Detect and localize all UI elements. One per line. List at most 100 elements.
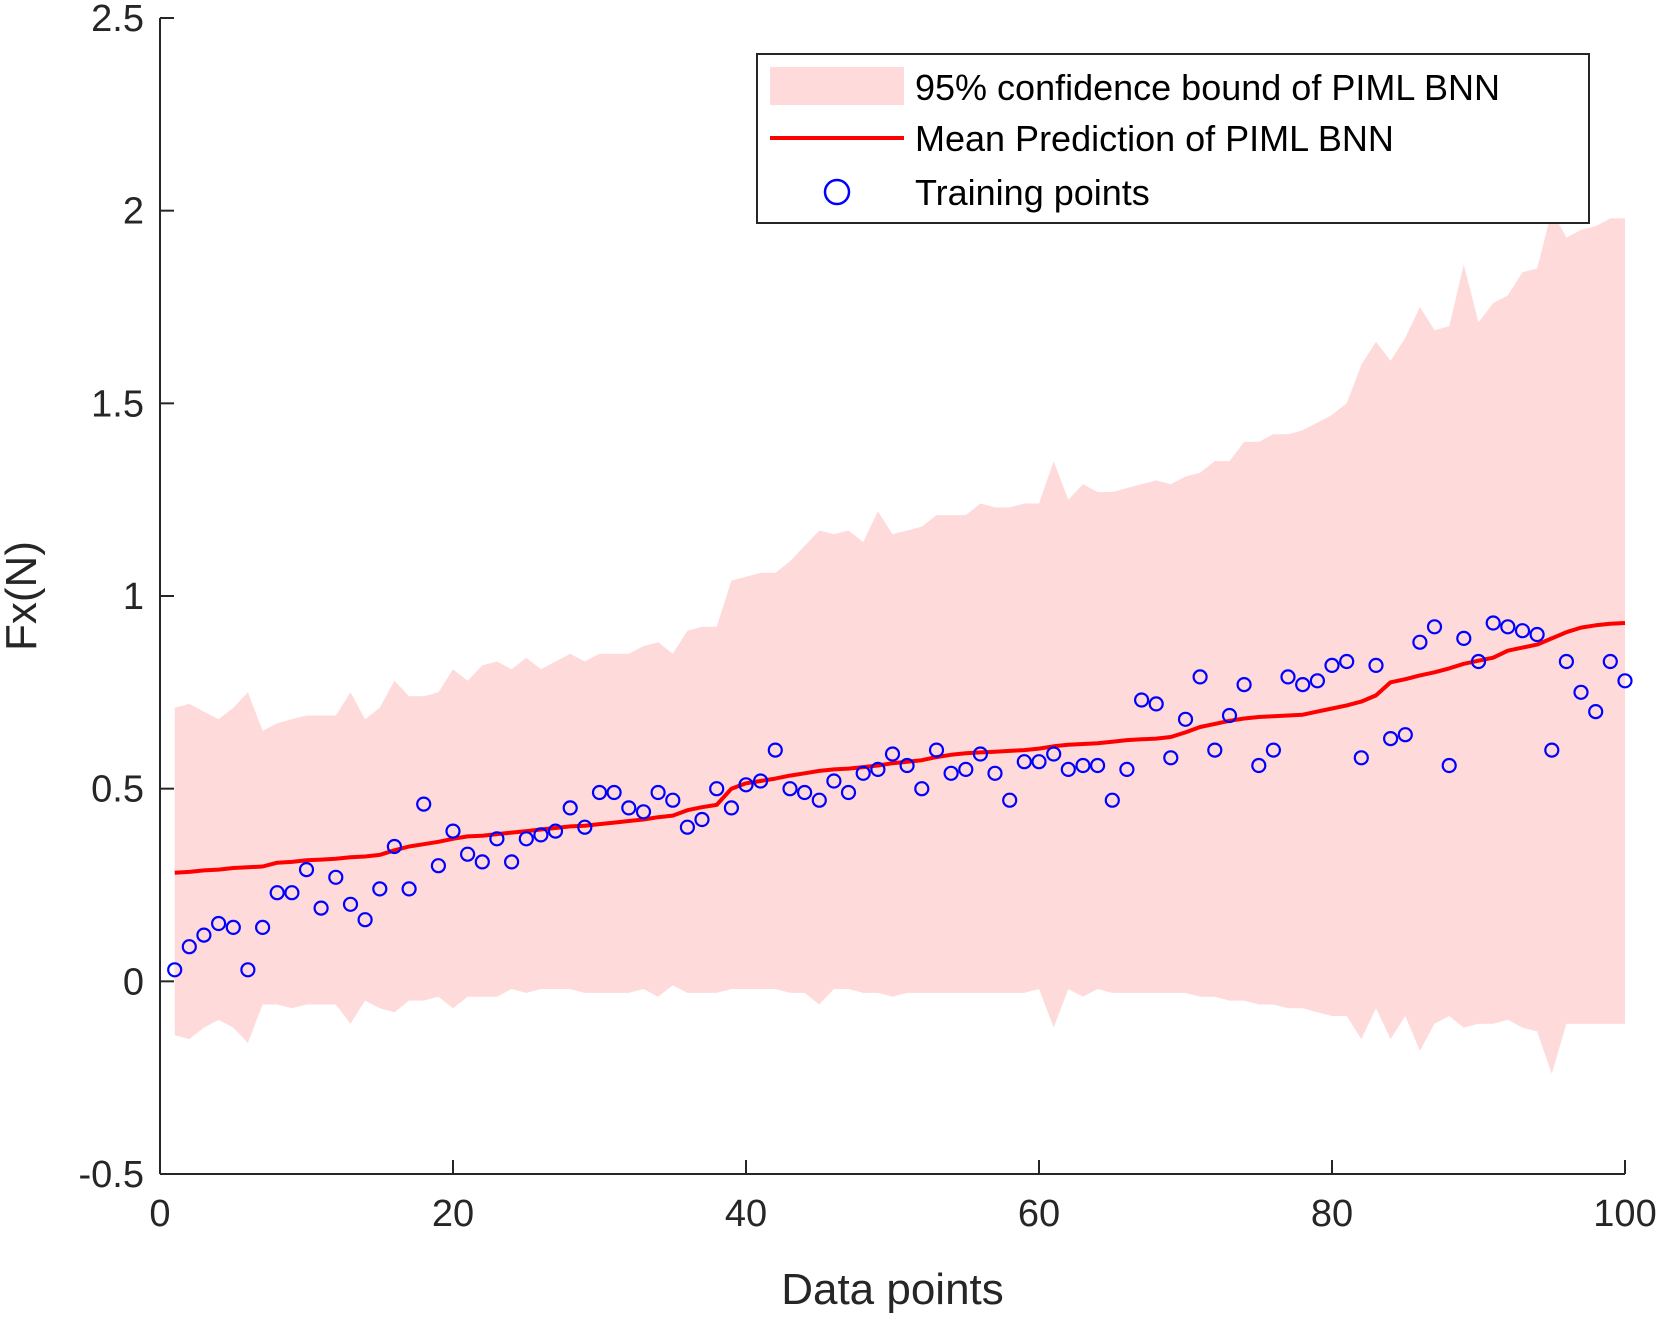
x-tick-label: 40: [725, 1193, 767, 1235]
training-point: [240, 962, 256, 978]
training-point: [665, 792, 681, 808]
training-point: [914, 781, 930, 797]
training-point: [313, 900, 329, 916]
training-point: [1016, 754, 1032, 770]
training-point: [1544, 742, 1560, 758]
training-point: [1353, 750, 1369, 766]
training-point: [1558, 653, 1575, 670]
training-point: [1573, 684, 1589, 700]
y-axis-title: Fx(N): [0, 541, 46, 651]
training-point: [562, 800, 578, 816]
training-point: [679, 819, 696, 835]
training-point: [504, 854, 520, 870]
training-point: [284, 885, 300, 901]
training-point: [1382, 730, 1399, 747]
training-point: [1485, 615, 1501, 631]
training-point: [694, 811, 710, 828]
training-point: [1046, 746, 1062, 762]
x-tick-label: 80: [1311, 1193, 1353, 1235]
training-point: [1221, 707, 1238, 724]
training-point: [328, 869, 344, 885]
training-point: [577, 819, 593, 835]
training-point: [269, 885, 285, 901]
training-point: [1412, 634, 1428, 650]
training-point: [1104, 792, 1120, 808]
y-tick-label: 1: [123, 576, 144, 618]
training-point: [870, 761, 886, 778]
y-tick-label: 1.5: [91, 383, 144, 425]
training-point: [1163, 750, 1179, 766]
training-point: [1514, 623, 1531, 639]
training-point: [1339, 653, 1355, 670]
training-point: [1280, 669, 1296, 685]
training-point: [1192, 669, 1208, 685]
training-point: [709, 781, 725, 797]
training-point: [1265, 742, 1282, 758]
legend-train-label: Training points: [915, 172, 1150, 213]
training-point: [1368, 657, 1384, 674]
training-point: [884, 746, 901, 762]
training-point: [958, 761, 974, 778]
axes: -0.500.511.522.5 0 20 40 60 80 100: [79, 0, 1657, 1235]
training-point: [782, 781, 798, 797]
training-point: [1602, 653, 1618, 670]
y-ticks: -0.5 0 0.5 1 1.5 2 2.5: [79, 0, 174, 1196]
x-tick-label: 100: [1593, 1193, 1656, 1235]
training-point: [1456, 630, 1472, 647]
training-point: [1529, 626, 1545, 643]
training-point: [1295, 676, 1311, 693]
x-tick-label: 60: [1018, 1193, 1060, 1235]
training-point: [1470, 653, 1487, 670]
training-point: [635, 804, 652, 820]
training-point: [1207, 742, 1223, 758]
training-point: [1441, 757, 1457, 774]
training-point: [460, 846, 476, 862]
training-point: [811, 792, 827, 808]
training-point: [386, 838, 402, 855]
training-point: [167, 962, 183, 978]
legend-train-swatch: [823, 178, 851, 206]
training-point: [196, 927, 212, 943]
training-point: [1397, 727, 1413, 743]
legend-band-label: 95% confidence bound of PIML BNN: [915, 67, 1500, 108]
training-point: [943, 765, 959, 781]
training-point: [533, 827, 549, 843]
training-point: [723, 800, 740, 816]
training-point: [489, 831, 505, 847]
training-point: [826, 773, 842, 789]
y-tick-label: -0.5: [79, 1154, 144, 1196]
training-point: [211, 915, 227, 932]
training-point: [1324, 657, 1340, 674]
training-point: [225, 919, 241, 936]
plot-area: [167, 210, 1633, 1074]
x-ticks: 0 20 40 60 80 100: [149, 1160, 1657, 1235]
training-point: [401, 881, 417, 897]
x-tick-label: 20: [432, 1193, 474, 1235]
training-point: [606, 784, 622, 801]
training-point: [518, 831, 534, 847]
y-tick-label: 2.5: [91, 0, 144, 40]
training-point: [1031, 754, 1047, 770]
training-point: [1089, 757, 1106, 774]
training-point: [181, 939, 197, 955]
training-point: [855, 765, 871, 781]
training-point: [445, 823, 461, 839]
training-point: [474, 854, 490, 870]
training-point: [1236, 676, 1252, 693]
y-tick-label: 2: [123, 191, 144, 233]
training-points: [167, 615, 1633, 978]
training-point: [255, 919, 271, 936]
training-point: [1177, 711, 1194, 727]
training-point: [1075, 757, 1091, 774]
mean-prediction-line: [174, 621, 1626, 875]
confidence-band: [174, 210, 1626, 1074]
training-point: [1251, 757, 1267, 774]
training-point: [899, 757, 915, 774]
x-axis-title: Data points: [781, 1265, 1004, 1314]
legend-band-swatch: [770, 67, 904, 105]
training-point: [1426, 619, 1443, 635]
legend: 95% confidence bound of PIML BNN Mean Pr…: [756, 53, 1590, 224]
training-point: [767, 742, 783, 758]
training-point: [1119, 761, 1135, 778]
training-point: [342, 896, 359, 912]
